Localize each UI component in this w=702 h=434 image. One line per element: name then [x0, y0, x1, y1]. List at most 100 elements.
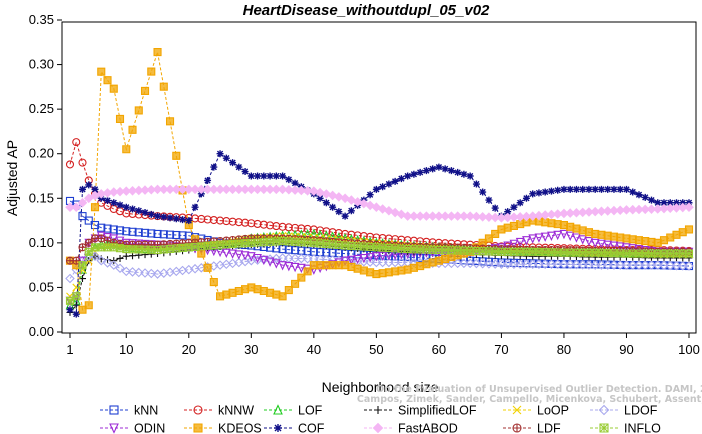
data-point: [193, 405, 203, 415]
legend-label: kNNW: [218, 404, 254, 418]
data-point: [266, 172, 274, 180]
data-point: [127, 267, 138, 277]
series-layer: [65, 48, 694, 318]
data-point: [615, 242, 625, 252]
data-point: [197, 214, 206, 224]
data-point: [415, 211, 425, 221]
data-point: [90, 203, 100, 212]
data-point: [291, 179, 299, 187]
data-point: [193, 423, 203, 433]
legend-label: FastABOD: [398, 422, 458, 434]
data-point: [122, 145, 131, 154]
data-point: [77, 197, 88, 208]
data-point: [246, 184, 257, 195]
data-point: [409, 211, 419, 221]
data-point: [65, 296, 75, 305]
data-point: [159, 184, 169, 195]
data-point: [372, 270, 381, 279]
legend-label: LoOP: [537, 404, 569, 418]
data-point: [109, 405, 119, 415]
data-point: [347, 255, 356, 266]
x-tick-label: 100: [678, 342, 700, 357]
data-point: [502, 259, 513, 270]
data-point: [234, 286, 243, 296]
data-point: [334, 229, 343, 238]
data-point: [216, 216, 225, 225]
y-tick-label: 0.10: [29, 235, 54, 250]
data-point: [122, 227, 131, 236]
data-point: [216, 292, 225, 301]
legend-item-simplifiedlof: SimplifiedLOF: [364, 404, 477, 418]
data-point: [365, 257, 375, 267]
data-point: [572, 233, 581, 243]
data-point: [602, 260, 613, 270]
data-point: [571, 259, 582, 270]
data-point: [65, 273, 75, 284]
x-tick-label: 80: [557, 342, 571, 357]
data-point: [334, 192, 344, 202]
data-point: [134, 106, 143, 115]
data-point: [384, 268, 393, 277]
data-point: [235, 163, 243, 171]
data-point: [78, 256, 87, 266]
x-tick-label: 90: [619, 342, 633, 357]
y-tick-label: 0.00: [29, 324, 54, 339]
legend: kNN kNNW LOF SimplifiedLOF LoOP LDOF ODIN KDEOS…: [100, 404, 661, 434]
data-point: [429, 165, 437, 173]
data-point: [303, 267, 312, 276]
data-point: [466, 172, 474, 180]
data-point: [604, 185, 612, 193]
data-point: [221, 248, 231, 258]
data-point: [591, 185, 599, 193]
data-point: [660, 199, 668, 207]
data-point: [590, 260, 600, 270]
data-point: [103, 224, 112, 233]
legend-item-fastabod: FastABOD: [364, 422, 458, 434]
data-point: [322, 227, 331, 236]
data-point: [577, 260, 588, 270]
data-point: [547, 231, 556, 242]
data-point: [590, 238, 600, 249]
data-point: [552, 259, 563, 270]
data-point: [454, 168, 462, 176]
data-point: [397, 175, 405, 183]
data-point: [247, 219, 256, 228]
data-point: [128, 227, 137, 236]
data-point: [65, 202, 75, 212]
data-point: [78, 261, 87, 270]
data-point: [135, 207, 143, 215]
data-point: [103, 76, 112, 85]
data-point: [503, 223, 512, 232]
data-point: [153, 48, 162, 57]
data-point: [347, 230, 356, 239]
data-point: [572, 185, 580, 193]
data-point: [204, 176, 212, 184]
legend-item-loop: LoOP: [503, 404, 569, 418]
data-point: [272, 172, 280, 180]
data-point: [378, 251, 387, 261]
data-point: [228, 249, 237, 259]
data-point: [84, 216, 93, 225]
data-point: [271, 259, 281, 269]
data-point: [446, 211, 457, 221]
x-tick-label: 20: [182, 342, 196, 357]
data-point: [165, 184, 175, 195]
data-point: [597, 185, 605, 193]
data-point: [459, 258, 469, 269]
data-point: [679, 199, 687, 207]
data-point: [172, 230, 181, 240]
data-point: [397, 266, 406, 275]
data-point: [178, 231, 187, 240]
data-point: [585, 185, 593, 193]
data-point: [603, 240, 613, 250]
y-tick-label: 0.25: [29, 101, 54, 116]
y-tick-label: 0.20: [29, 146, 54, 161]
data-point: [441, 254, 450, 263]
data-point: [666, 199, 674, 207]
data-point: [646, 260, 657, 270]
data-point: [327, 190, 338, 201]
data-point: [422, 260, 431, 269]
data-point: [509, 259, 519, 270]
data-point: [122, 203, 130, 211]
